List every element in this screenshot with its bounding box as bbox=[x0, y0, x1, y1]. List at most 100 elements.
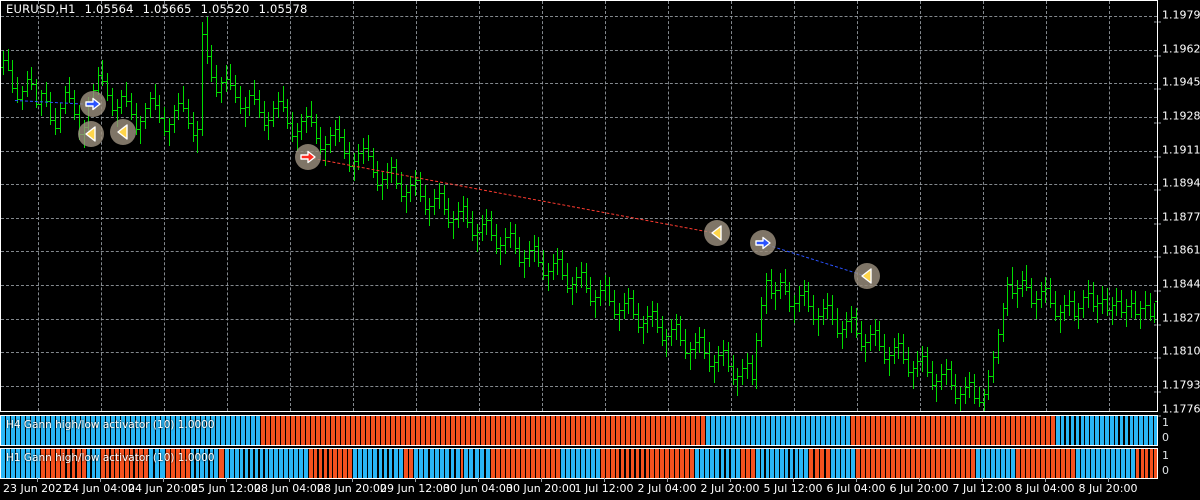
short-trade-line[interactable] bbox=[307, 157, 717, 234]
long-trade-line[interactable] bbox=[762, 243, 867, 277]
ohlc-open-tick bbox=[783, 282, 786, 284]
indicator-histogram-bar bbox=[951, 416, 955, 445]
ohlc-open-tick bbox=[555, 263, 558, 265]
ohlc-bar bbox=[368, 134, 369, 161]
ohlc-open-tick bbox=[930, 371, 933, 373]
ohlc-close-tick bbox=[260, 112, 263, 114]
indicator-histogram-bar bbox=[353, 449, 357, 478]
ohlc-bar bbox=[211, 44, 212, 83]
ohlc-bar bbox=[420, 171, 421, 202]
ohlc-bar bbox=[41, 89, 42, 116]
indicator-histogram-bar bbox=[961, 416, 965, 445]
indicator-histogram-bar bbox=[1041, 416, 1045, 445]
indicator-histogram-bar bbox=[911, 449, 915, 478]
price-axis[interactable]: 1.19790 1.19620 1.19455 1.19285 1.19115 1.189… bbox=[1154, 0, 1200, 417]
ohlc-close-tick bbox=[956, 397, 959, 399]
buy-arrow-icon[interactable] bbox=[84, 95, 102, 113]
indicator-histogram-bar bbox=[771, 416, 775, 445]
indicator-histogram-bar bbox=[356, 416, 360, 445]
sell-arrow-icon[interactable] bbox=[299, 148, 317, 166]
indicator-histogram-bar bbox=[655, 449, 660, 478]
indicator-histogram-bar bbox=[376, 416, 380, 445]
exit-left-triangle-icon[interactable] bbox=[82, 125, 100, 143]
exit-left-triangle-icon[interactable] bbox=[858, 267, 876, 285]
ohlc-open-tick bbox=[323, 149, 326, 151]
ohlc-bar bbox=[188, 99, 189, 129]
ohlc-bars-layer bbox=[1, 1, 1157, 411]
ohlc-bar bbox=[699, 326, 700, 354]
ohlc-bar bbox=[647, 306, 648, 333]
ohlc-open-tick bbox=[683, 340, 686, 342]
ohlc-close-tick bbox=[473, 235, 476, 237]
ohlc-open-tick bbox=[181, 102, 184, 104]
price-chart-pane[interactable] bbox=[0, 0, 1158, 412]
indicator-histogram-bar bbox=[81, 416, 85, 445]
ohlc-open-tick bbox=[925, 355, 928, 357]
ohlc-bar bbox=[576, 267, 577, 294]
ohlc-close-tick bbox=[899, 342, 902, 344]
ohlc-open-tick bbox=[598, 297, 601, 299]
ohlc-bar bbox=[936, 373, 937, 402]
indicator-histogram-bar bbox=[21, 449, 25, 478]
ohlc-close-tick bbox=[70, 98, 73, 100]
time-axis-tick bbox=[982, 478, 983, 482]
ohlc-bar bbox=[344, 128, 345, 159]
exit-left-triangle-icon[interactable] bbox=[708, 224, 726, 242]
ohlc-close-tick bbox=[1018, 287, 1021, 289]
ohlc-close-tick bbox=[397, 183, 400, 185]
indicator-histogram-bar bbox=[1121, 449, 1125, 478]
price-axis-tick bbox=[1154, 156, 1161, 158]
ohlc-open-tick bbox=[157, 104, 160, 106]
indicator-histogram-bar bbox=[76, 449, 81, 478]
time-axis-label: 5 Jul 12:00 bbox=[763, 482, 823, 495]
ohlc-open-tick bbox=[1024, 280, 1027, 282]
indicator-histogram-bar bbox=[371, 416, 375, 445]
ohlc-bar bbox=[832, 295, 833, 326]
indicator-histogram-bar bbox=[906, 449, 910, 478]
ohlc-close-tick bbox=[634, 313, 637, 315]
indicator-histogram-bar bbox=[931, 416, 935, 445]
price-axis-tick bbox=[1154, 21, 1161, 23]
indicator-pane-h1[interactable]: H1 Gann high/low activator (10) 1.0000 bbox=[0, 448, 1158, 479]
ohlc-open-tick bbox=[1143, 308, 1146, 310]
indicator-histogram-bar bbox=[981, 449, 985, 478]
indicator-histogram-bar bbox=[411, 416, 415, 445]
ohlc-bar bbox=[600, 280, 601, 307]
ohlc-open-tick bbox=[641, 326, 644, 328]
ohlc-open-tick bbox=[645, 323, 648, 325]
indicator-histogram-bar bbox=[501, 449, 505, 478]
indicator-histogram-bar bbox=[1129, 416, 1134, 445]
indicator-histogram-bar bbox=[46, 416, 50, 445]
ohlc-open-tick bbox=[484, 224, 487, 226]
ohlc-close-tick bbox=[94, 89, 97, 91]
indicator-histogram-bar bbox=[775, 449, 779, 478]
time-axis-label: 1 Jul 12:00 bbox=[574, 482, 634, 495]
indicator-histogram-bar bbox=[996, 416, 1000, 445]
indicator-pane-h4[interactable]: H4 Gann high/low activator (10) 1.0000 bbox=[0, 415, 1158, 446]
indicator-histogram-bar bbox=[936, 449, 940, 478]
exit-left-triangle-icon[interactable] bbox=[114, 123, 132, 141]
time-axis[interactable]: 23 Jun 2021 24 Jun 04:00 24 Jun 20:00 25 Ju… bbox=[0, 478, 1158, 500]
indicator-histogram-bar bbox=[781, 416, 785, 445]
ohlc-open-tick bbox=[356, 160, 359, 162]
ohlc-bar bbox=[529, 241, 530, 268]
buy-arrow-icon[interactable] bbox=[754, 234, 772, 252]
indicator-histogram-bar bbox=[571, 449, 575, 478]
ohlc-bar bbox=[320, 127, 321, 156]
indicator-histogram-bar bbox=[91, 416, 95, 445]
indicator-histogram-bar bbox=[1046, 449, 1050, 478]
time-axis-tick bbox=[541, 478, 542, 482]
indicator-histogram-bar bbox=[876, 416, 880, 445]
indicator-histogram-bar bbox=[511, 416, 515, 445]
indicator-histogram-bar bbox=[1, 449, 5, 478]
ohlc-bar bbox=[467, 198, 468, 228]
indicator-histogram-bar bbox=[464, 449, 469, 478]
ohlc-close-tick bbox=[198, 128, 201, 130]
time-axis-tick bbox=[667, 478, 668, 482]
horizontal-gridline bbox=[1, 319, 1157, 320]
ohlc-open-tick bbox=[731, 366, 734, 368]
indicator-histogram-bar bbox=[675, 449, 679, 478]
ohlc-close-tick bbox=[1008, 283, 1011, 285]
indicator-histogram-bar bbox=[956, 449, 960, 478]
ohlc-bar bbox=[846, 312, 847, 339]
